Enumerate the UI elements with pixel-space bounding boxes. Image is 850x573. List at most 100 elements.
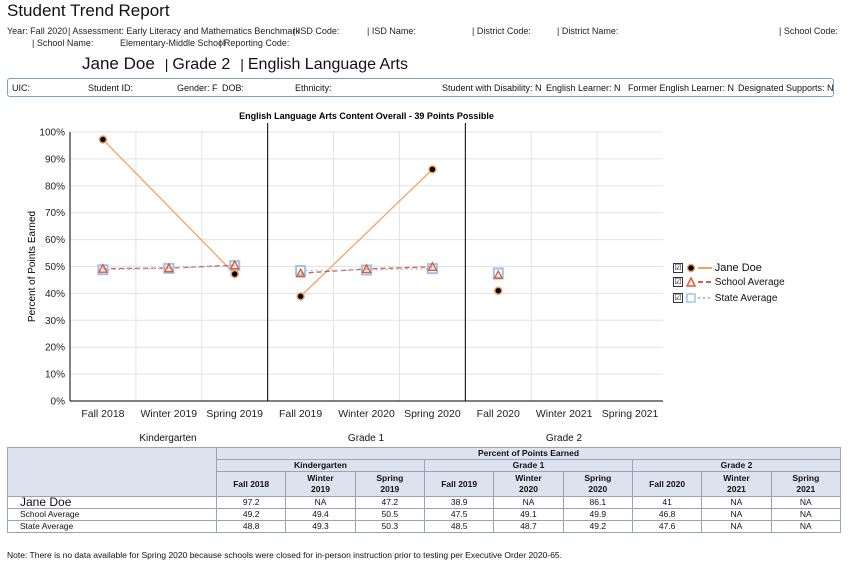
column-header-line: 2021: [727, 484, 746, 494]
y-tick-label: 30%: [45, 316, 65, 327]
meta-isd-name: | ISD Name:: [367, 26, 416, 36]
data-point-jane-doe: [98, 135, 108, 144]
table-cell: NA: [701, 508, 772, 521]
report-title: Student Trend Report: [7, 1, 170, 20]
data-point-school-average: [97, 263, 109, 273]
y-tick-label: 50%: [45, 262, 65, 273]
table-cell: NA: [770, 520, 842, 533]
chart-title: English Language Arts Content Overall - …: [239, 111, 494, 121]
column-header-line: Fall 2018: [233, 478, 270, 489]
table-header-grade: Grade 1: [423, 459, 633, 472]
table-header-grade: Kindergarten: [216, 459, 425, 472]
table-cell: 48.5: [423, 520, 495, 533]
student-subject: English Language Arts: [247, 56, 408, 73]
table-column-header: Winter 2020: [493, 471, 564, 497]
meta-school-value: Elementary-Middle School: [120, 38, 226, 48]
table-cell: NA: [770, 508, 842, 521]
column-header-line: Winter: [723, 473, 750, 483]
column-header-line: 2019: [311, 484, 330, 494]
column-header-line: 2019: [380, 484, 400, 494]
table-cell: 49.3: [285, 520, 356, 533]
table-corner: [7, 447, 217, 497]
table-cell: 97.2: [215, 496, 287, 509]
table-cell: 46.8: [631, 508, 703, 521]
legend-item-state-average[interactable]: ☑ State Average: [673, 293, 777, 304]
table-row-label: State Average: [7, 520, 217, 533]
column-header-line: Fall 2019: [441, 478, 478, 489]
table-cell: 47.2: [354, 496, 425, 509]
table-cell: 47.5: [423, 508, 495, 521]
table-column-header: Spring 2019: [354, 471, 425, 497]
series-line-jane-doe: [102, 139, 236, 275]
student-grade: Grade 2: [172, 56, 231, 73]
y-tick-label: 60%: [45, 235, 65, 246]
footnote: Note: There is no data available for Spr…: [7, 550, 563, 560]
legend-checkbox[interactable]: ☑: [673, 277, 683, 288]
legend-item-jane-doe[interactable]: ☑ Jane Doe: [673, 262, 762, 274]
data-point-jane-doe: [494, 286, 503, 295]
info-english-learner: English Learner: N: [546, 83, 621, 93]
table-column-header: Fall 2019: [423, 471, 495, 497]
separator: |: [240, 56, 244, 72]
info-ethnicity: Ethnicity:: [295, 83, 332, 93]
meta-district-code: | District Code:: [472, 26, 531, 36]
column-header-line: 2021: [796, 484, 816, 494]
info-supports: Designated Supports: N: [738, 83, 834, 93]
x-tick-label: Winter 2020: [338, 408, 395, 420]
table-column-header: Winter 2019: [285, 471, 356, 497]
table-cell: 50.5: [354, 508, 425, 521]
student-heading: Jane Doe | Grade 2 | English Language Arts: [82, 54, 408, 74]
table-cell: NA: [701, 496, 772, 509]
x-tick-label: Winter 2021: [536, 408, 593, 420]
table-column-header: Fall 2020: [631, 471, 703, 497]
legend-item-school-average[interactable]: ☑ School Average: [673, 276, 785, 288]
meta-isd-code: | ISD Code:: [293, 26, 340, 36]
data-point-school-average: [427, 261, 438, 271]
x-tick-label: Spring 2020: [404, 408, 461, 420]
legend-label: Jane Doe: [714, 262, 762, 274]
table-column-header: Winter 2021: [701, 471, 772, 497]
table-row: State Average 48.8 49.3 50.3 48.5 48.7 49.2 47.…: [7, 520, 842, 533]
data-point-school-average: [295, 267, 306, 278]
grade-label-kindergarten: Kindergarten: [139, 433, 197, 444]
data-point-school-average: [163, 262, 174, 273]
table-cell: 38.9: [423, 496, 495, 509]
table-cell: NA: [701, 520, 772, 533]
table-cell: 49.4: [285, 508, 356, 521]
meta-reporting-code: | Reporting Code:: [219, 38, 290, 48]
column-header-line: 2020: [519, 484, 538, 494]
column-header-line: Winter: [307, 473, 334, 483]
column-header-line: Fall 2020: [649, 478, 686, 489]
table-cell: 41: [631, 496, 703, 509]
info-disability: Student with Disability: N: [442, 83, 542, 93]
column-header-line: Spring: [376, 473, 404, 483]
trend-chart: English Language Arts Content Overall - …: [27, 111, 663, 420]
y-tick-label: 70%: [45, 208, 65, 219]
table-column-header: Spring 2021: [770, 471, 842, 497]
y-tick-label: 10%: [45, 370, 65, 381]
meta-school-name: | School Name:: [32, 38, 94, 48]
table-cell: 49.1: [493, 508, 564, 521]
grade-label-grade-2: Grade 2: [545, 433, 583, 444]
meta-assessment: | Assessment: Early Literacy and Mathema…: [68, 26, 300, 36]
table-row: Jane Doe 97.2 NA 47.2 38.9 NA 86.1 41 NA NA: [7, 496, 842, 509]
x-tick-label: Winter 2019: [141, 408, 198, 420]
table-cell: 47.6: [631, 520, 703, 533]
scores-table: Percent of Points Earned Kindergarten Grad…: [7, 447, 842, 533]
table-row: School Average 49.2 49.4 50.5 47.5 49.1 49.9 46…: [7, 508, 842, 521]
table-row-label: School Average: [7, 508, 217, 521]
meta-year: Year: Fall 2020: [7, 26, 68, 36]
x-tick-label: Fall 2019: [279, 408, 322, 420]
table-row-label: Jane Doe: [7, 496, 217, 509]
data-point-school-average: [493, 269, 504, 280]
legend-checkbox[interactable]: ☑: [673, 293, 683, 304]
meta-district-name: | District Name:: [557, 26, 619, 36]
table-column-header: Spring 2020: [562, 471, 633, 497]
y-axis-label: Percent of Points Earned: [27, 211, 38, 322]
data-point-jane-doe: [296, 292, 305, 301]
y-tick-label: 80%: [45, 181, 65, 192]
column-header-line: Spring: [792, 473, 820, 483]
legend-checkbox[interactable]: ☑: [673, 263, 683, 274]
legend-label: State Average: [714, 293, 778, 304]
data-point-jane-doe: [428, 165, 437, 174]
